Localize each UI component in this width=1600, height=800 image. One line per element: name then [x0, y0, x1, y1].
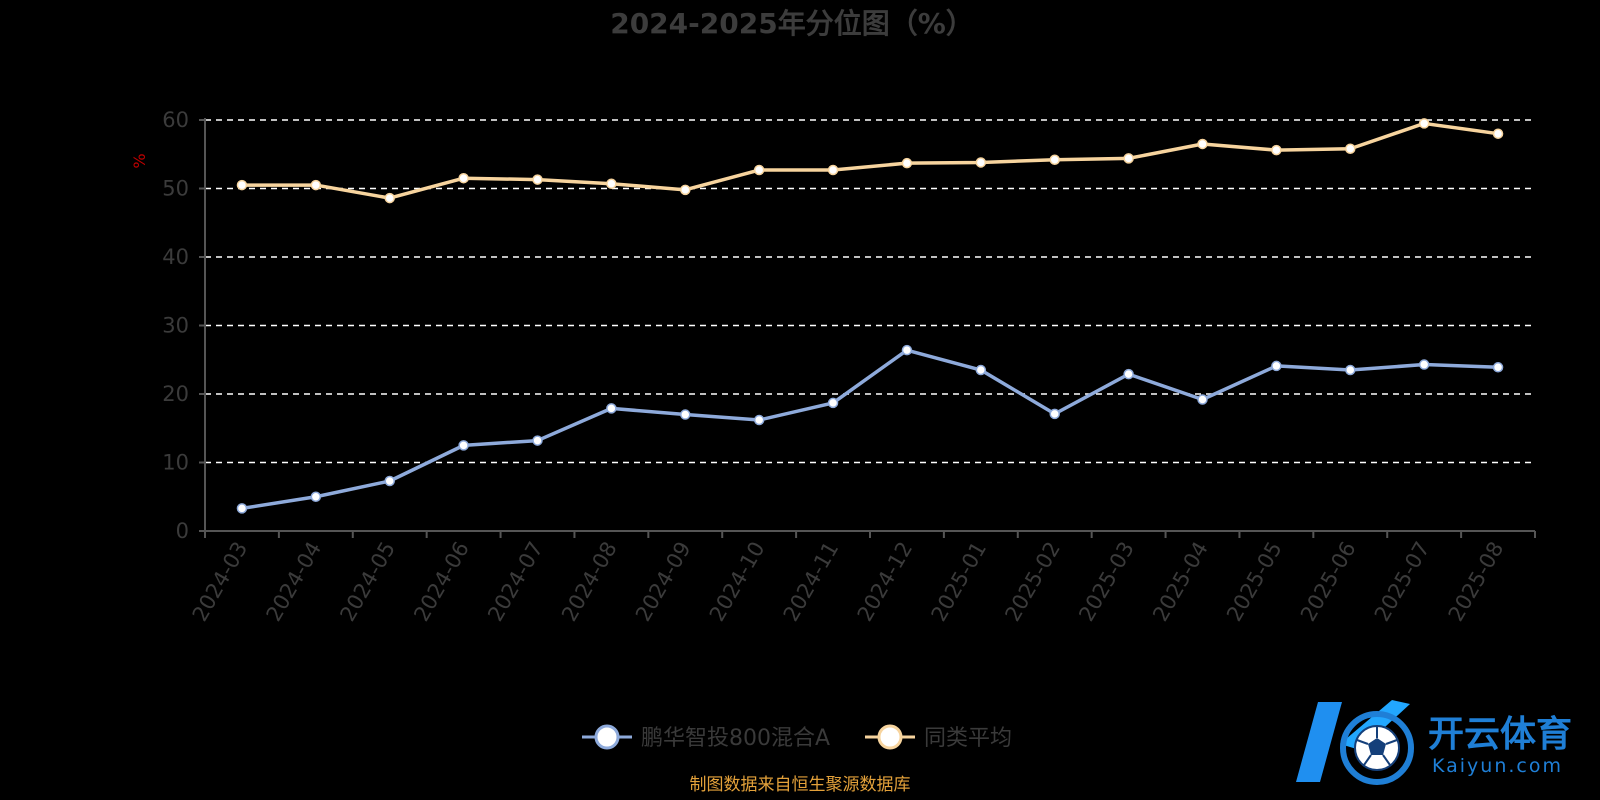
- x-tick-label: 2024-03: [188, 538, 253, 626]
- data-point[interactable]: [458, 440, 469, 451]
- chart-title: 2024-2025年分位图（%）: [610, 7, 974, 40]
- x-tick-label: 2025-04: [1148, 538, 1213, 626]
- data-point[interactable]: [1492, 128, 1504, 139]
- y-tick-label: 60: [162, 108, 189, 132]
- data-point[interactable]: [827, 397, 839, 409]
- x-tick-label: 2024-09: [631, 538, 696, 626]
- x-tick-label: 2024-07: [483, 538, 548, 626]
- data-point[interactable]: [1197, 394, 1208, 405]
- x-tick-label: 2024-04: [262, 538, 327, 626]
- data-point[interactable]: [827, 164, 839, 176]
- data-point[interactable]: [901, 344, 913, 356]
- x-tick-label: 2025-08: [1444, 538, 1509, 626]
- data-point[interactable]: [384, 192, 395, 204]
- x-tick-label: 2024-12: [853, 538, 918, 626]
- watermark-cn: 开云体育: [1428, 714, 1572, 755]
- legend-marker-icon: [877, 724, 903, 750]
- data-point[interactable]: [310, 491, 322, 502]
- x-tick-label: 2024-05: [335, 538, 400, 626]
- y-tick-label: 40: [162, 245, 189, 269]
- y-tick-label: 0: [176, 519, 189, 543]
- data-point[interactable]: [1123, 153, 1134, 164]
- data-point[interactable]: [1345, 364, 1356, 376]
- x-tick-label: 2024-11: [779, 538, 844, 626]
- data-point[interactable]: [753, 164, 765, 176]
- data-point[interactable]: [1049, 154, 1060, 165]
- data-point[interactable]: [1049, 408, 1060, 420]
- watermark-en: Kaiyun.com: [1432, 755, 1563, 777]
- data-point[interactable]: [753, 414, 765, 426]
- data-point[interactable]: [606, 178, 617, 189]
- x-tick-label: 2025-07: [1370, 538, 1435, 626]
- legend-marker-icon: [594, 724, 620, 750]
- data-point[interactable]: [1197, 138, 1208, 150]
- series-line-1: [236, 118, 1504, 204]
- soccer-ball-logo-icon: [1296, 700, 1414, 785]
- data-point[interactable]: [680, 184, 691, 196]
- legend-item-0[interactable]: 鹏华智投800混合A: [582, 724, 830, 751]
- data-point[interactable]: [458, 172, 469, 184]
- data-point[interactable]: [1492, 362, 1504, 373]
- legend-item-1[interactable]: 同类平均: [865, 724, 1012, 751]
- data-point[interactable]: [236, 503, 248, 514]
- legend-label: 鹏华智投800混合A: [641, 726, 830, 751]
- y-tick-labels: 0 10 20 30 40 50 60: [162, 108, 189, 543]
- series-path: [241, 121, 1499, 200]
- data-point[interactable]: [1271, 144, 1282, 156]
- data-point[interactable]: [680, 409, 691, 420]
- y-tick-label: 20: [162, 382, 189, 406]
- x-tick-label: 2024-10: [705, 538, 770, 626]
- data-point[interactable]: [532, 174, 543, 185]
- data-point[interactable]: [384, 475, 395, 487]
- data-point[interactable]: [606, 403, 617, 414]
- data-point[interactable]: [310, 179, 322, 191]
- x-tick-label: 2025-01: [927, 537, 992, 625]
- y-tick-label: 30: [162, 314, 189, 338]
- grid: [205, 119, 1535, 464]
- x-tick-label: 2024-08: [557, 538, 622, 626]
- y-tick-label: 10: [162, 451, 189, 475]
- data-point[interactable]: [1418, 359, 1430, 370]
- x-tick-label: 2024-06: [409, 538, 474, 626]
- data-point[interactable]: [901, 157, 913, 169]
- x-tick-label: 2025-06: [1296, 538, 1361, 626]
- y-axis-label: %: [130, 153, 149, 168]
- data-point[interactable]: [532, 435, 543, 446]
- source-note: 制图数据来自恒生聚源数据库: [690, 775, 911, 795]
- series-line-0: [236, 344, 1504, 514]
- data-point[interactable]: [1345, 143, 1356, 155]
- x-tick-label: 2025-05: [1222, 538, 1287, 626]
- series: [236, 118, 1504, 514]
- data-point[interactable]: [236, 179, 248, 191]
- data-point[interactable]: [975, 157, 987, 168]
- x-tick-labels: 2024-03 2024-04 2024-05 2024-06 2024-07 2024-…: [188, 537, 1509, 625]
- data-point[interactable]: [975, 364, 987, 376]
- y-tick-label: 50: [162, 177, 189, 201]
- data-point[interactable]: [1271, 360, 1282, 372]
- data-point[interactable]: [1123, 368, 1134, 380]
- x-tick-label: 2025-02: [1000, 538, 1065, 626]
- data-point[interactable]: [1418, 118, 1430, 129]
- legend-label: 同类平均: [924, 726, 1012, 751]
- series-path: [241, 348, 1499, 511]
- legend[interactable]: 鹏华智投800混合A 同类平均: [582, 724, 1012, 751]
- axes: [199, 118, 1536, 538]
- watermark: 开云体育 Kaiyun.com: [1296, 700, 1572, 785]
- x-tick-label: 2025-03: [1074, 538, 1139, 626]
